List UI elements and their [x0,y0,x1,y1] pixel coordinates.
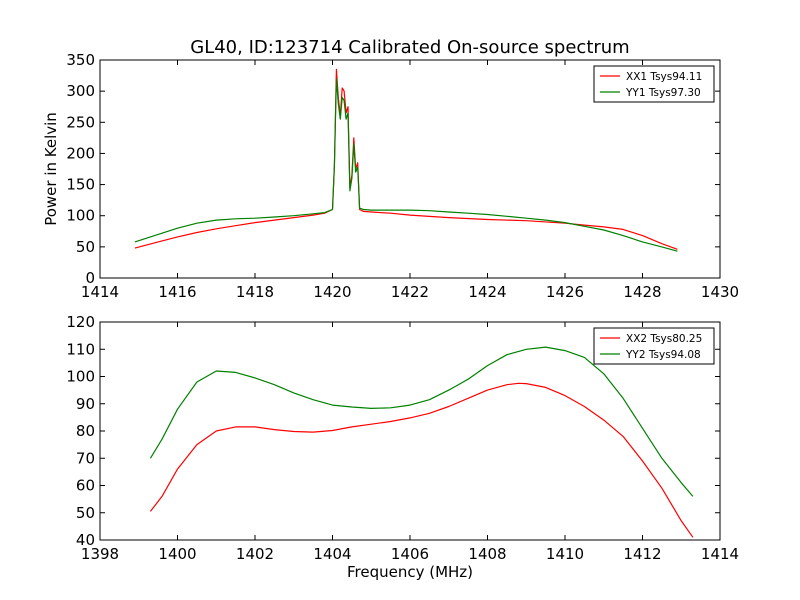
x-tick-label: 1430 [701,283,739,301]
x-tick-label: 1422 [391,283,429,301]
y-axis-label: Power in Kelvin [42,112,60,226]
y-tick-label: 70 [76,449,95,467]
y-tick-label: 50 [76,504,95,522]
x-tick-label: 1416 [158,283,196,301]
x-tick-label: 1420 [313,283,351,301]
legend-label: YY1 Tsys97.30 [625,87,701,99]
legend-box [593,65,715,103]
y-tick-label: 100 [66,368,95,386]
y-tick-label: 110 [66,340,95,358]
y-tick-label: 0 [85,269,95,287]
x-tick-label: 1418 [236,283,274,301]
top-panel: 1414 1416 1418 1420 1422 1424 1426 1428 1430 0 50 1… [42,51,739,301]
legend-label: XX2 Tsys80.25 [626,333,702,345]
x-tick-label: 1412 [623,545,661,563]
x-tick-label: 1414 [81,283,119,301]
x-tick-label: 1428 [623,283,661,301]
legend-label: YY2 Tsys94.08 [625,349,701,361]
y-tick-label: 350 [66,51,95,69]
y-tick-label: 60 [76,477,95,495]
bottom-panel: 1398 1400 1402 1404 1406 1408 1410 1412 1414 40 50… [66,313,739,581]
y-tick-label: 120 [66,313,95,331]
y-tick-label: 90 [76,395,95,413]
x-tick-label: 1426 [546,283,584,301]
series-line-1 [149,382,694,538]
legend-label: XX1 Tsys94.11 [626,71,702,83]
y-tick-label: 300 [66,82,95,100]
x-axis-label: Frequency (MHz) [347,563,473,581]
x-tick-label: 1424 [468,283,506,301]
legend-box [593,327,715,365]
x-tick-label: 1404 [313,545,351,563]
chart-title: GL40, ID:123714 Calibrated On-source spe… [190,37,629,58]
y-tick-label: 80 [76,422,95,440]
x-tick-label: 1414 [701,545,739,563]
y-tick-label: 100 [66,207,95,225]
series-line-2 [134,78,678,252]
y-tick-label: 40 [76,531,95,549]
x-tick-label: 1402 [236,545,274,563]
x-tick-label: 1408 [468,545,506,563]
x-tick-label: 1398 [81,545,119,563]
x-tick-label: 1410 [546,545,584,563]
y-tick-label: 150 [66,176,95,194]
x-tick-label: 1400 [158,545,196,563]
x-tick-label: 1406 [391,545,429,563]
y-tick-label: 50 [76,238,95,256]
y-tick-label: 250 [66,113,95,131]
series-line-2 [149,346,694,497]
y-tick-label: 200 [66,144,95,162]
